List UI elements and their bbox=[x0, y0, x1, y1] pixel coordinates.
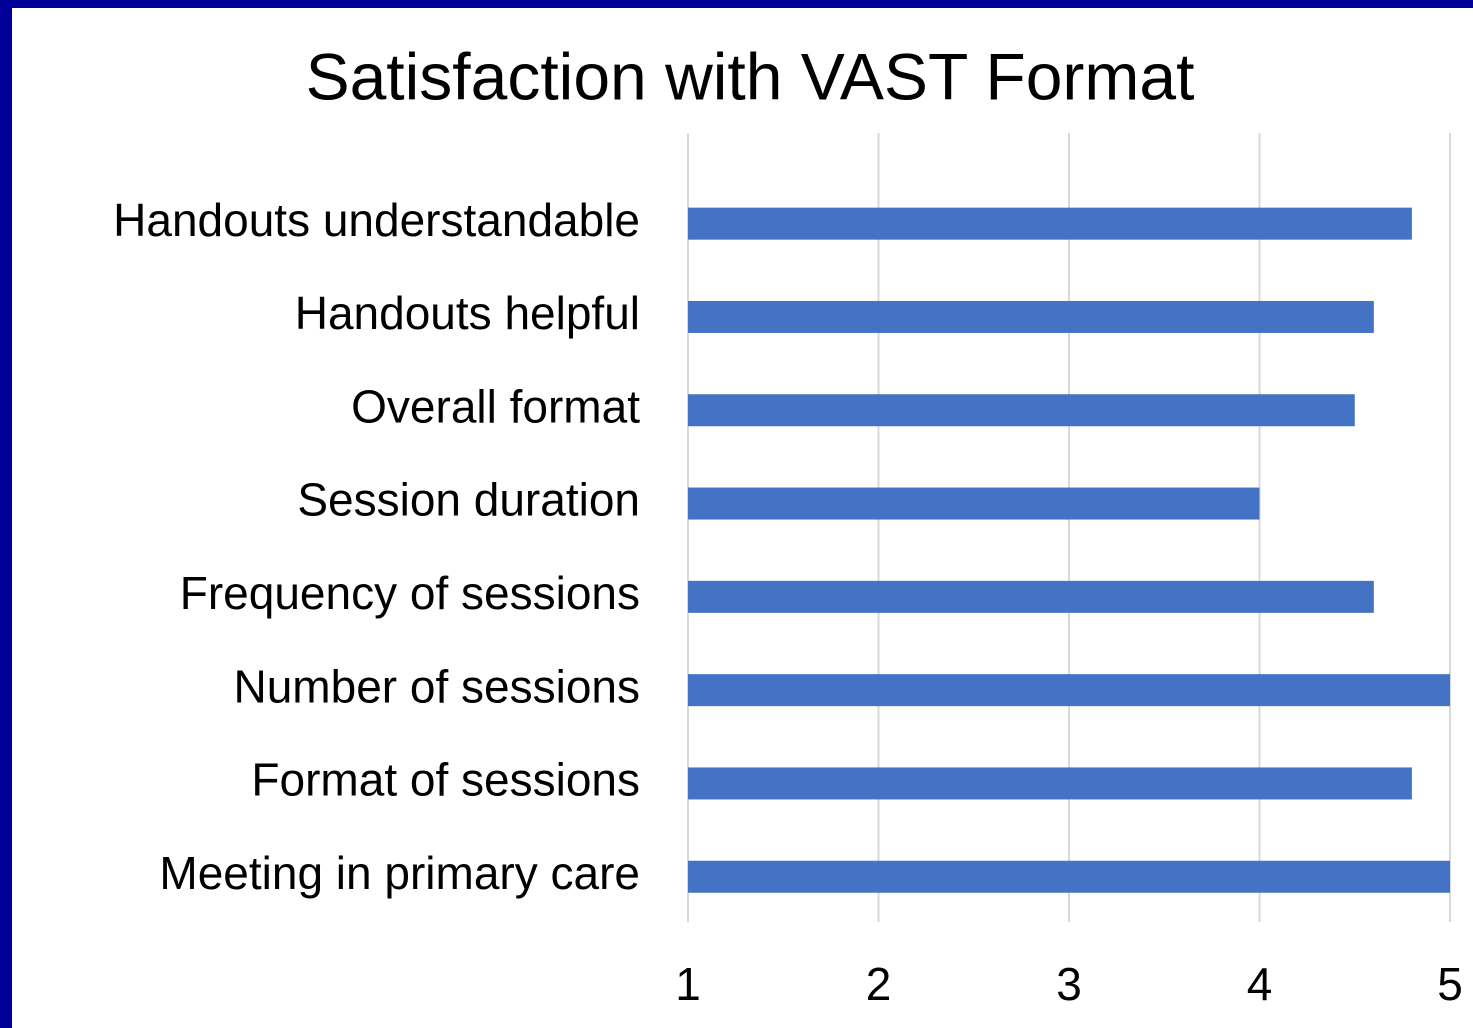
y-tick-label: Overall format bbox=[351, 380, 640, 432]
chart-title: Satisfaction with VAST Format bbox=[306, 39, 1195, 113]
x-tick-label: 4 bbox=[1247, 958, 1273, 1010]
x-tick-label: 1 bbox=[675, 958, 701, 1010]
x-tick-label: 2 bbox=[866, 958, 892, 1010]
y-tick-label: Handouts helpful bbox=[295, 287, 640, 339]
bar bbox=[688, 674, 1450, 707]
x-tick-label: 3 bbox=[1056, 958, 1082, 1010]
bar bbox=[688, 860, 1450, 893]
y-tick-label: Handouts understandable bbox=[113, 194, 640, 246]
bar bbox=[688, 394, 1355, 427]
y-tick-label: Meeting in primary care bbox=[159, 847, 640, 899]
y-tick-label: Format of sessions bbox=[251, 754, 640, 806]
y-tick-label: Frequency of sessions bbox=[180, 567, 640, 619]
bar bbox=[688, 300, 1374, 333]
y-tick-label: Session duration bbox=[297, 474, 640, 526]
bar bbox=[688, 580, 1374, 613]
bar bbox=[688, 487, 1260, 520]
x-tick-label: 5 bbox=[1437, 958, 1463, 1010]
bar bbox=[688, 207, 1412, 240]
bar bbox=[688, 767, 1412, 800]
y-tick-label: Number of sessions bbox=[234, 660, 641, 712]
